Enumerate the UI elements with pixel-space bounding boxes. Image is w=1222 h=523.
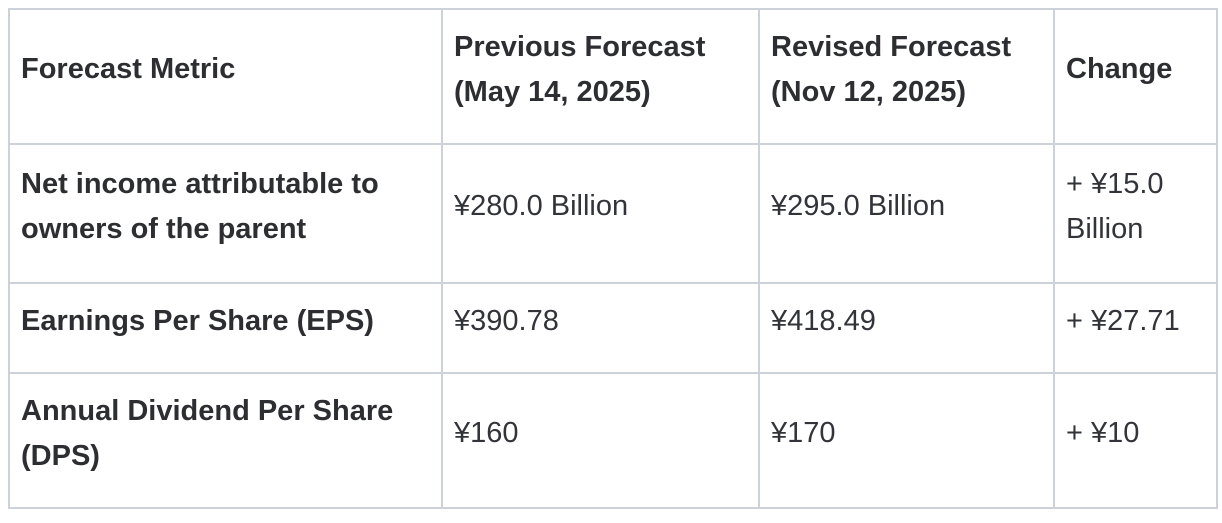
cell-revised-net-income: ¥295.0 Billion [758,143,1055,284]
cell-previous-eps: ¥390.78 [441,282,760,374]
table-row-net-income: Net income attributable to owners of the… [8,143,1218,284]
column-header-previous-forecast: Previous Forecast (May 14, 2025) [441,8,760,145]
column-header-change: Change [1053,8,1218,145]
table-row-eps: Earnings Per Share (EPS) ¥390.78 ¥418.49… [8,282,1218,374]
cell-metric-dps: Annual Dividend Per Share (DPS) [8,372,443,509]
cell-metric-eps: Earnings Per Share (EPS) [8,282,443,374]
forecast-table: Forecast Metric Previous Forecast (May 1… [8,8,1218,509]
table-header: Forecast Metric Previous Forecast (May 1… [8,8,1218,145]
table-row-dps: Annual Dividend Per Share (DPS) ¥160 ¥17… [8,372,1218,509]
cell-change-eps: + ¥27.71 [1053,282,1218,374]
cell-metric-net-income: Net income attributable to owners of the… [8,143,443,284]
cell-previous-dps: ¥160 [441,372,760,509]
header-row: Forecast Metric Previous Forecast (May 1… [8,8,1218,145]
cell-revised-dps: ¥170 [758,372,1055,509]
column-header-forecast-metric: Forecast Metric [8,8,443,145]
cell-change-dps: + ¥10 [1053,372,1218,509]
cell-previous-net-income: ¥280.0 Billion [441,143,760,284]
table-body: Net income attributable to owners of the… [8,143,1218,509]
cell-revised-eps: ¥418.49 [758,282,1055,374]
cell-change-net-income: + ¥15.0 Billion [1053,143,1218,284]
column-header-revised-forecast: Revised Forecast (Nov 12, 2025) [758,8,1055,145]
